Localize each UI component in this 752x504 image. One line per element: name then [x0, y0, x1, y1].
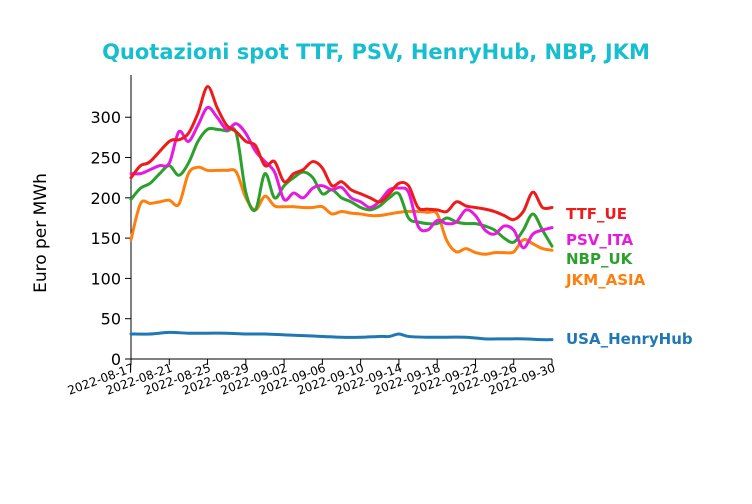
series-line-usa-henryhub — [129, 330, 554, 342]
y-tick-label: 300 — [90, 108, 121, 127]
legend-label-usa-henryhub: USA_HenryHub — [566, 330, 693, 348]
series-line-jkm-asia — [129, 165, 554, 256]
legend-label-nbp-uk: NBP_UK — [566, 250, 634, 268]
legend-label-jkm-asia: JKM_ASIA — [565, 271, 646, 289]
axes: 0501001502002503002022-08-172022-08-2120… — [66, 75, 557, 398]
chart-title: Quotazioni spot TTF, PSV, HenryHub, NBP,… — [102, 40, 650, 64]
y-tick-label: 100 — [90, 269, 121, 288]
legend-label-psv-ita: PSV_ITA — [566, 231, 634, 249]
y-tick-label: 250 — [90, 149, 121, 168]
series-layer — [129, 85, 554, 342]
y-tick-label: 150 — [90, 229, 121, 248]
y-tick-label: 200 — [90, 189, 121, 208]
y-axis-label: Euro per MWh — [31, 173, 51, 293]
y-tick-label: 50 — [101, 310, 121, 329]
series-line-ttf-ue — [129, 85, 554, 222]
legend-label-ttf-ue: TTF_UE — [566, 205, 627, 223]
y-tick-label: 0 — [111, 350, 121, 369]
series-line-psv-ita — [129, 105, 554, 250]
